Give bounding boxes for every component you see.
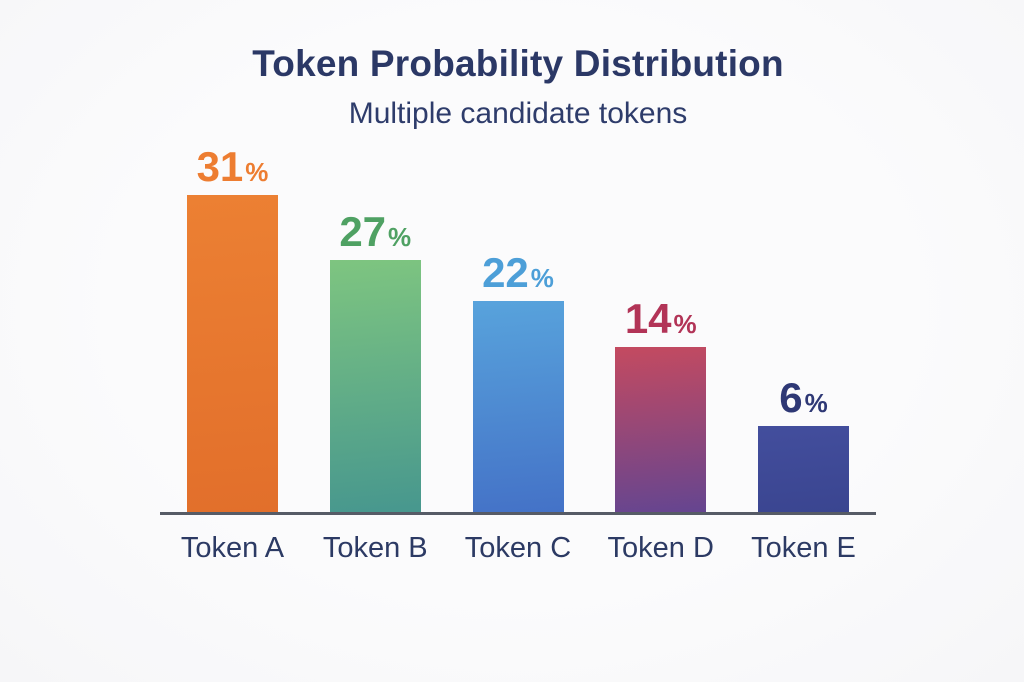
bar-group-token-e: 6% Token E [751, 377, 856, 563]
x-axis-line [160, 512, 876, 515]
bar-group-token-a: 31% Token A [181, 146, 284, 563]
percent-sign: % [804, 388, 828, 418]
plot-area: 31% Token A 27% Token B 22% Token C 14% … [160, 0, 876, 563]
bar-value-label-token-e: 6% [779, 377, 827, 419]
bar-value-number: 14 [624, 295, 672, 342]
bar-value-number: 31 [196, 143, 244, 190]
bar-group-token-d: 14% Token D [608, 298, 714, 563]
bar-rect-token-a [187, 195, 278, 512]
percent-sign: % [388, 222, 412, 252]
bar-group-token-c: 22% Token C [465, 252, 571, 563]
bar-value-number: 6 [779, 374, 803, 421]
percent-sign: % [245, 157, 269, 187]
x-tick-label-token-e: Token E [751, 532, 856, 564]
bar-value-label-token-a: 31% [197, 146, 269, 188]
x-tick-label-token-b: Token B [322, 532, 428, 564]
bar-rect-token-e [758, 426, 849, 512]
x-tick-label-token-c: Token C [464, 532, 572, 564]
bar-rect-token-b [329, 260, 421, 512]
percent-sign: % [673, 309, 697, 339]
bar-value-label-token-c: 22% [482, 252, 554, 294]
bar-rect-token-c [472, 301, 564, 512]
percent-sign: % [530, 263, 554, 293]
bar-value-label-token-d: 14% [625, 298, 697, 340]
bar-rect-token-d [615, 347, 707, 512]
x-tick-label-token-d: Token D [607, 532, 714, 564]
bar-value-number: 22 [482, 249, 529, 296]
chart-header: Token Probability Distribution Multiple … [160, 43, 876, 130]
chart-subtitle: Multiple candidate tokens [348, 96, 688, 130]
bar-value-number: 27 [339, 208, 387, 255]
chart-title: Token Probability Distribution [252, 43, 784, 84]
x-tick-label-token-a: Token A [180, 532, 285, 564]
bar-value-label-token-b: 27% [339, 211, 411, 253]
bar-group-token-b: 27% Token B [323, 211, 428, 563]
